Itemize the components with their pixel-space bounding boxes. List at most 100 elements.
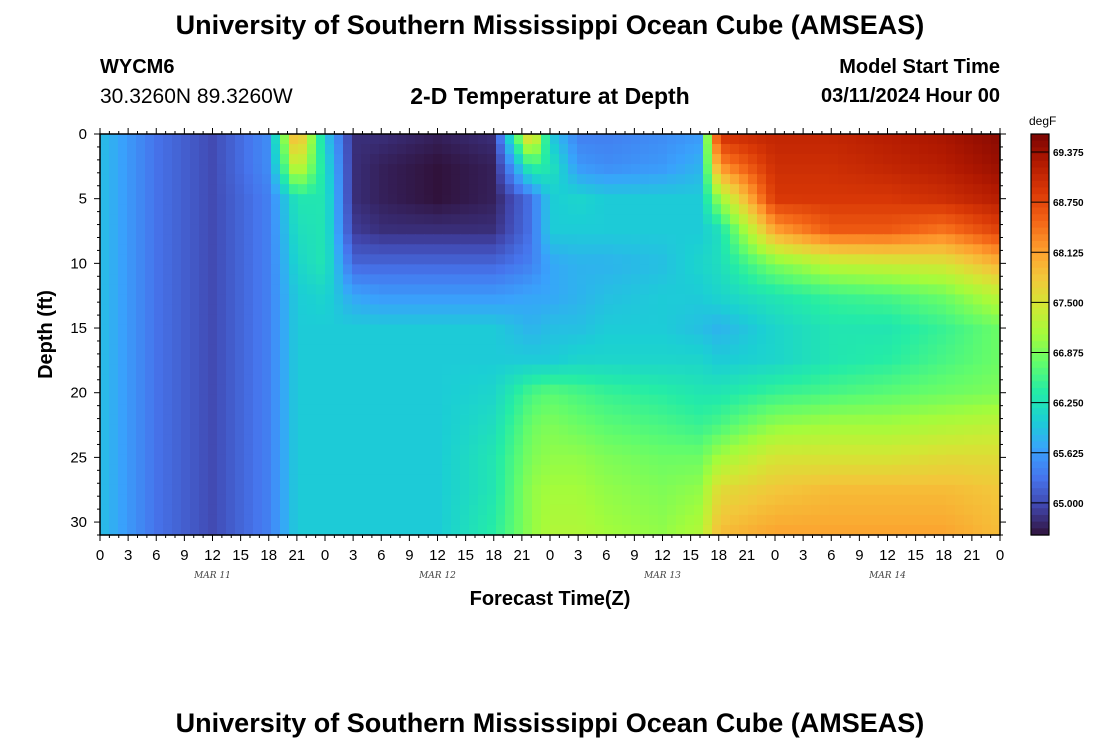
heatmap-cell	[793, 494, 803, 506]
heatmap-cell	[226, 234, 236, 245]
heatmap-cell	[433, 144, 443, 155]
x-tick-label: 0	[996, 547, 1004, 564]
heatmap-cell	[262, 444, 272, 456]
heatmap-cell	[820, 424, 830, 436]
heatmap-cell	[865, 424, 875, 436]
heatmap-cell	[784, 204, 794, 215]
heatmap-cell	[595, 474, 605, 486]
heatmap-cell	[442, 424, 452, 436]
heatmap-cell	[172, 384, 182, 396]
heatmap-cell	[532, 384, 542, 396]
heatmap-cell	[721, 374, 731, 386]
heatmap-cell	[901, 364, 911, 376]
heatmap-cell	[829, 184, 839, 195]
heatmap-cell	[694, 184, 704, 195]
heatmap-cell	[289, 244, 299, 255]
heatmap-cell	[910, 194, 920, 205]
heatmap-cell	[748, 334, 758, 346]
heatmap-cell	[460, 174, 470, 185]
heatmap-cell	[190, 174, 200, 185]
heatmap-cell	[100, 514, 110, 526]
heatmap-cell	[379, 414, 389, 426]
x-axis: 0 3 6 9 12 15 18 21 0 3 6 9 12 15 18 21 0 3 6 9 12 15 18 21 0 3 6 9…	[96, 128, 1004, 581]
heatmap-cell	[442, 374, 452, 386]
heatmap-cell	[172, 434, 182, 446]
heatmap-cell	[649, 494, 659, 506]
heatmap-cell	[271, 194, 281, 205]
heatmap-cell	[910, 184, 920, 195]
heatmap-cell	[487, 424, 497, 436]
heatmap-cell	[244, 444, 254, 456]
heatmap-cell	[865, 324, 875, 336]
heatmap-cell	[271, 504, 281, 516]
heatmap-cell	[496, 424, 506, 436]
heatmap-cell	[316, 264, 326, 275]
colorbar-segment	[1031, 528, 1049, 536]
heatmap-cell	[622, 284, 632, 296]
heatmap-cell	[127, 494, 137, 506]
heatmap-cell	[595, 394, 605, 406]
heatmap-cell	[469, 404, 479, 416]
heatmap-cell	[316, 134, 326, 145]
heatmap-cell	[406, 244, 416, 255]
heatmap-cell	[937, 464, 947, 476]
heatmap-cell	[235, 264, 245, 275]
heatmap-cell	[550, 434, 560, 446]
heatmap-cell	[919, 444, 929, 456]
heatmap-cell	[937, 154, 947, 165]
heatmap-cell	[307, 404, 317, 416]
heatmap-cell	[406, 154, 416, 165]
heatmap-cell	[154, 474, 164, 486]
heatmap-cell	[289, 154, 299, 165]
heatmap-cell	[964, 304, 974, 316]
heatmap-cell	[397, 134, 407, 145]
heatmap-cell	[919, 384, 929, 396]
heatmap-cell	[847, 454, 857, 466]
heatmap-cell	[208, 384, 218, 396]
heatmap-cell	[181, 494, 191, 506]
heatmap-cell	[883, 244, 893, 255]
heatmap-cell	[208, 184, 218, 195]
heatmap-cell	[325, 484, 335, 496]
heatmap-cell	[937, 414, 947, 426]
heatmap-cell	[775, 214, 785, 225]
heatmap-cell	[640, 344, 650, 356]
heatmap-cell	[730, 344, 740, 356]
heatmap-cell	[235, 464, 245, 476]
heatmap-cell	[523, 384, 533, 396]
heatmap-cell	[190, 224, 200, 235]
heatmap-cell	[802, 224, 812, 235]
heatmap-cell	[496, 284, 506, 296]
chart-subtitle: 2-D Temperature at Depth	[410, 83, 690, 109]
heatmap-cell	[100, 404, 110, 416]
heatmap-cell	[505, 464, 515, 476]
heatmap-cell	[973, 274, 983, 285]
heatmap-cell	[946, 344, 956, 356]
heatmap-cell	[766, 474, 776, 486]
heatmap-cell	[298, 474, 308, 486]
heatmap-cell	[613, 524, 623, 536]
heatmap-cell	[181, 134, 191, 145]
heatmap-cell	[784, 254, 794, 265]
heatmap-cell	[901, 254, 911, 265]
heatmap-cell	[208, 374, 218, 386]
heatmap-cell	[595, 324, 605, 336]
heatmap-cell	[343, 204, 353, 215]
colorbar-segment	[1031, 474, 1049, 483]
heatmap-cell	[118, 394, 128, 406]
y-tick-label: 10	[70, 255, 87, 272]
heatmap-cell	[757, 344, 767, 356]
heatmap-cell	[685, 474, 695, 486]
heatmap-cell	[775, 434, 785, 446]
heatmap-cell	[901, 134, 911, 145]
heatmap-cell	[955, 414, 965, 426]
heatmap-cell	[469, 454, 479, 466]
heatmap-cell	[766, 444, 776, 456]
heatmap-cell	[892, 334, 902, 346]
heatmap-cell	[775, 484, 785, 496]
heatmap-cell	[370, 274, 380, 285]
colorbar-segment	[1031, 494, 1049, 503]
heatmap-cell	[208, 144, 218, 155]
heatmap-cell	[694, 164, 704, 175]
colorbar-segment	[1031, 501, 1049, 509]
